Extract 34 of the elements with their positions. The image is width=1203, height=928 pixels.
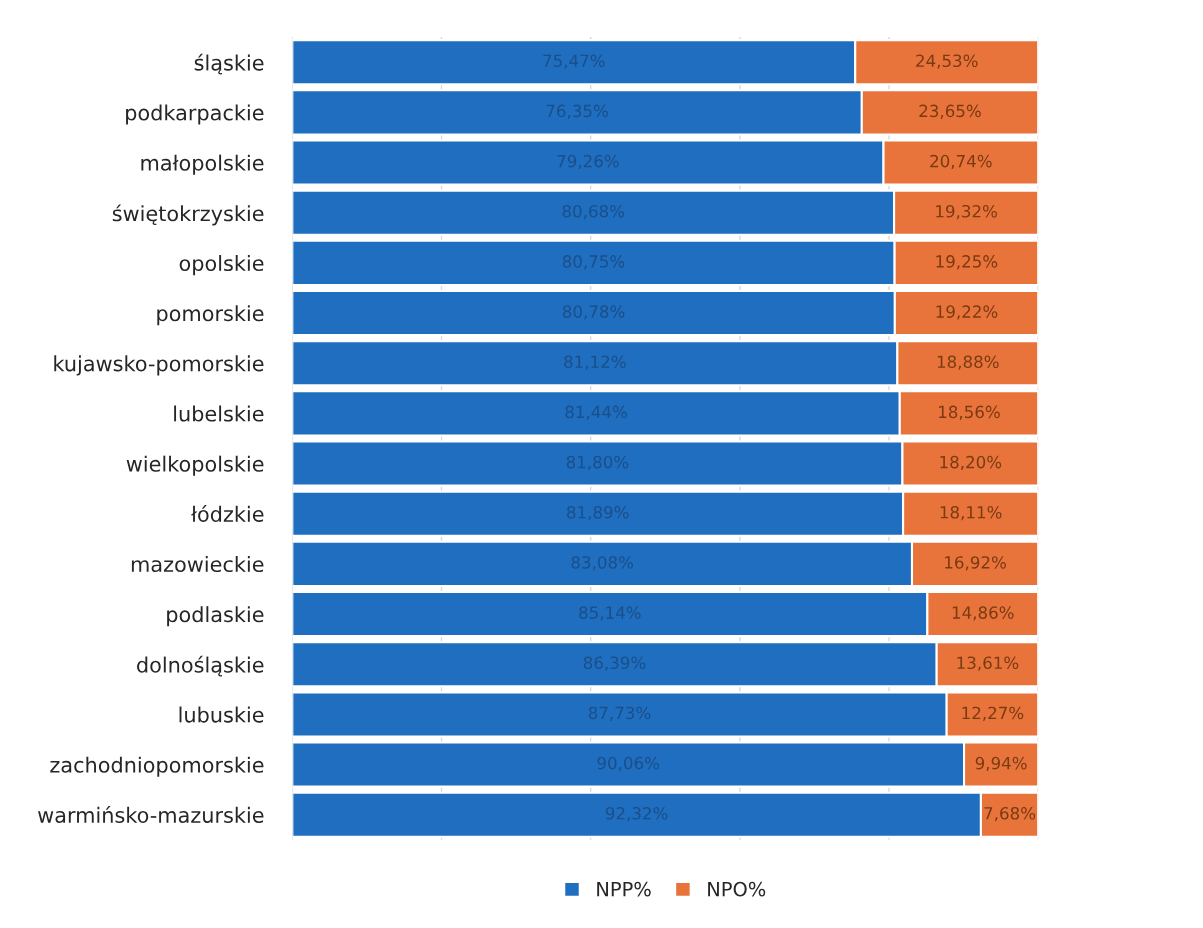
- data-label: 14,86%: [952, 606, 1014, 621]
- data-label: 19,32%: [936, 204, 997, 220]
- data-label: 12,27%: [962, 706, 1024, 721]
- data-label: 18,88%: [937, 355, 999, 370]
- y-tick-label: zachodniopomorskie: [50, 756, 264, 777]
- y-tick-label: podlaskie: [167, 606, 264, 627]
- data-label: 18,56%: [939, 405, 1000, 420]
- data-label: 9,94%: [975, 756, 1027, 772]
- y-tick-label: lubelskie: [174, 405, 264, 422]
- y-tick-label: lubuskie: [179, 706, 264, 723]
- y-tick-label: podkarpackie: [126, 104, 264, 125]
- data-label: 20,74%: [930, 154, 992, 170]
- data-label: 18,11%: [940, 505, 1002, 521]
- legend-label: NPP%: [597, 881, 651, 897]
- data-label: 24,53%: [916, 54, 978, 69]
- data-label: 16,92%: [945, 556, 1006, 571]
- y-tick-label: dolnośląskie: [137, 655, 264, 677]
- legend-label: NPO%: [708, 881, 766, 897]
- data-label: 18,20%: [940, 455, 1002, 471]
- data-label: 19,22%: [936, 305, 998, 320]
- data-label: 23,65%: [919, 104, 981, 119]
- y-tick-label: opolskie: [179, 254, 264, 276]
- y-tick-label: małopolskie: [141, 154, 264, 175]
- y-tick-label: kujawsko-pomorskie: [54, 355, 264, 376]
- y-tick-label: warmińsko-mazurskie: [38, 806, 264, 823]
- y-tick-label: świętokrzyskie: [112, 204, 264, 226]
- data-label: 7,68%: [984, 806, 1036, 822]
- y-tick-label: śląskie: [194, 53, 264, 75]
- y-tick-label: wielkopolskie: [126, 455, 264, 476]
- data-label: 13,61%: [957, 656, 1019, 671]
- data-label: 19,25%: [936, 255, 998, 270]
- y-tick-label: łódzkie: [191, 504, 264, 522]
- y-tick-label: pomorskie: [157, 305, 264, 326]
- y-tick-label: mazowieckie: [131, 555, 264, 573]
